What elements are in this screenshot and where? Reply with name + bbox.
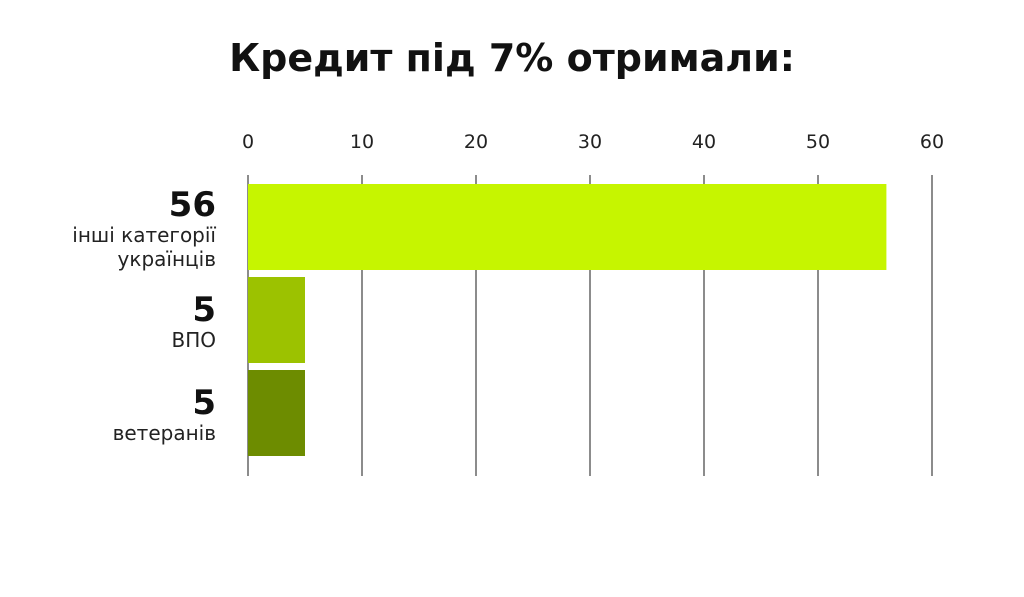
category-label: інші категорії [72,223,216,247]
x-tick-label: 0 [242,131,254,153]
x-tick-label: 60 [920,131,944,153]
x-tick-label: 10 [350,131,374,153]
bars [248,184,887,456]
category-label: ветеранів [113,421,216,445]
bar-2 [248,370,305,456]
value-label: 5 [192,290,216,330]
bar-1 [248,277,305,363]
chart-title: Кредит під 7% отримали: [229,36,795,80]
value-label: 56 [169,185,216,225]
category-label: ВПО [171,328,216,352]
x-axis-ticks: 0 10 20 30 40 50 60 [242,131,944,153]
bar-0 [248,184,887,270]
x-tick-label: 20 [464,131,488,153]
x-tick-label: 50 [806,131,830,153]
x-tick-label: 40 [692,131,716,153]
x-tick-label: 30 [578,131,602,153]
value-label: 5 [192,383,216,423]
category-label: українців [118,247,216,271]
